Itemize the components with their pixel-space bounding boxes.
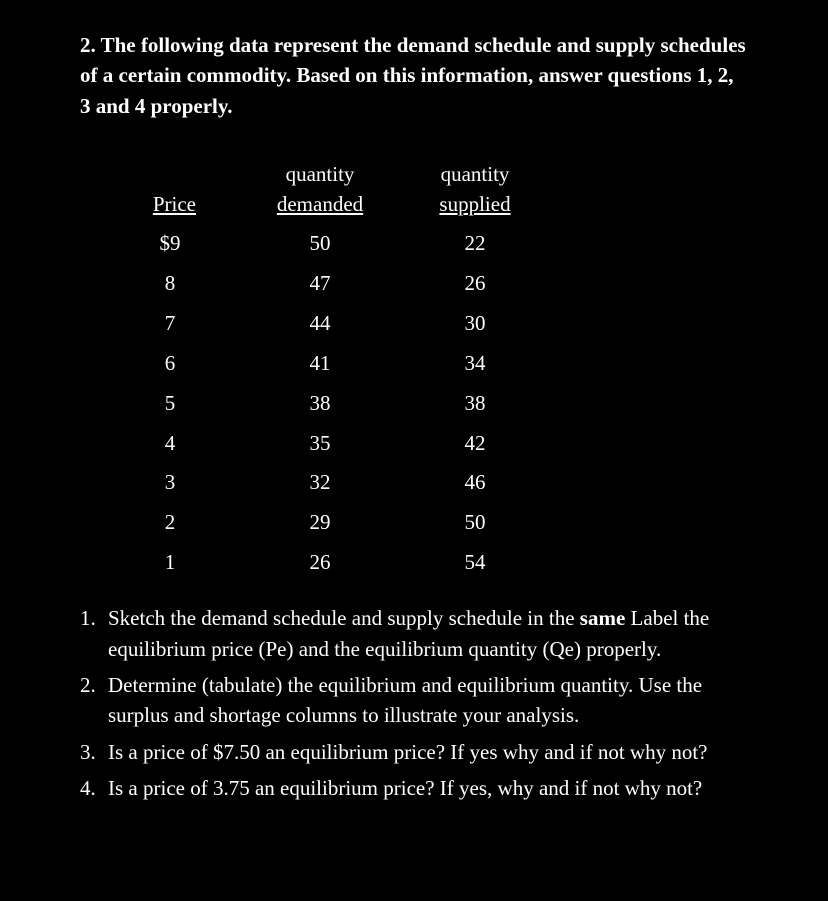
table-row: 1 26 54 [100, 543, 748, 583]
cell-qd: 32 [240, 463, 400, 503]
table-row: 7 44 30 [100, 304, 748, 344]
cell-qd: 47 [240, 264, 400, 304]
cell-qd: 26 [240, 543, 400, 583]
cell-qs: 54 [400, 543, 550, 583]
question-text: Determine (tabulate) the equilibrium and… [108, 670, 748, 731]
question-text: Sketch the demand schedule and supply sc… [108, 603, 748, 664]
table-row: 5 38 38 [100, 384, 748, 424]
question-1: 1. Sketch the demand schedule and supply… [80, 603, 748, 664]
problem-heading: 2. The following data represent the dema… [80, 30, 748, 121]
cell-qd: 35 [240, 424, 400, 464]
header-price-blank [100, 161, 240, 188]
question-text: Is a price of 3.75 an equilibrium price?… [108, 773, 748, 803]
cell-price: 6 [100, 344, 240, 384]
table-row: 8 47 26 [100, 264, 748, 304]
q1-text-before: Sketch the demand schedule and supply sc… [108, 606, 580, 630]
cell-price: 2 [100, 503, 240, 543]
header-qs-bottom-text: supplied [439, 192, 510, 216]
header-price: Price [100, 189, 240, 221]
cell-price: 3 [100, 463, 240, 503]
question-3: 3. Is a price of $7.50 an equilibrium pr… [80, 737, 748, 767]
question-number: 2. [80, 670, 108, 731]
header-qd-bottom: demanded [240, 189, 400, 221]
question-number: 3. [80, 737, 108, 767]
header-qs-top: quantity [400, 161, 550, 188]
question-number: 4. [80, 773, 108, 803]
cell-qd: 44 [240, 304, 400, 344]
header-qs-bottom: supplied [400, 189, 550, 221]
cell-price: $9 [100, 224, 240, 264]
question-4: 4. Is a price of 3.75 an equilibrium pri… [80, 773, 748, 803]
cell-qs: 34 [400, 344, 550, 384]
table-row: 2 29 50 [100, 503, 748, 543]
cell-qd: 29 [240, 503, 400, 543]
table-row: 6 41 34 [100, 344, 748, 384]
cell-qs: 26 [400, 264, 550, 304]
cell-qs: 22 [400, 224, 550, 264]
table-row: 4 35 42 [100, 424, 748, 464]
question-2: 2. Determine (tabulate) the equilibrium … [80, 670, 748, 731]
table-header-row-bottom: Price demanded supplied [100, 189, 748, 221]
cell-qs: 42 [400, 424, 550, 464]
cell-qd: 41 [240, 344, 400, 384]
cell-qd: 38 [240, 384, 400, 424]
header-qd-top: quantity [240, 161, 400, 188]
table-row: 3 32 46 [100, 463, 748, 503]
questions-block: 1. Sketch the demand schedule and supply… [80, 603, 748, 804]
cell-qs: 46 [400, 463, 550, 503]
cell-price: 5 [100, 384, 240, 424]
question-number: 1. [80, 603, 108, 664]
cell-qs: 30 [400, 304, 550, 344]
header-qd-bottom-text: demanded [277, 192, 363, 216]
cell-qd: 50 [240, 224, 400, 264]
cell-qs: 50 [400, 503, 550, 543]
q1-bold: same [580, 606, 626, 630]
table-header-row-top: quantity quantity [100, 161, 748, 188]
cell-price: 1 [100, 543, 240, 583]
cell-price: 4 [100, 424, 240, 464]
cell-price: 8 [100, 264, 240, 304]
table-row: $9 50 22 [100, 224, 748, 264]
demand-supply-table: quantity quantity Price demanded supplie… [100, 161, 748, 583]
header-price-text: Price [153, 192, 196, 216]
cell-qs: 38 [400, 384, 550, 424]
question-text: Is a price of $7.50 an equilibrium price… [108, 737, 748, 767]
cell-price: 7 [100, 304, 240, 344]
